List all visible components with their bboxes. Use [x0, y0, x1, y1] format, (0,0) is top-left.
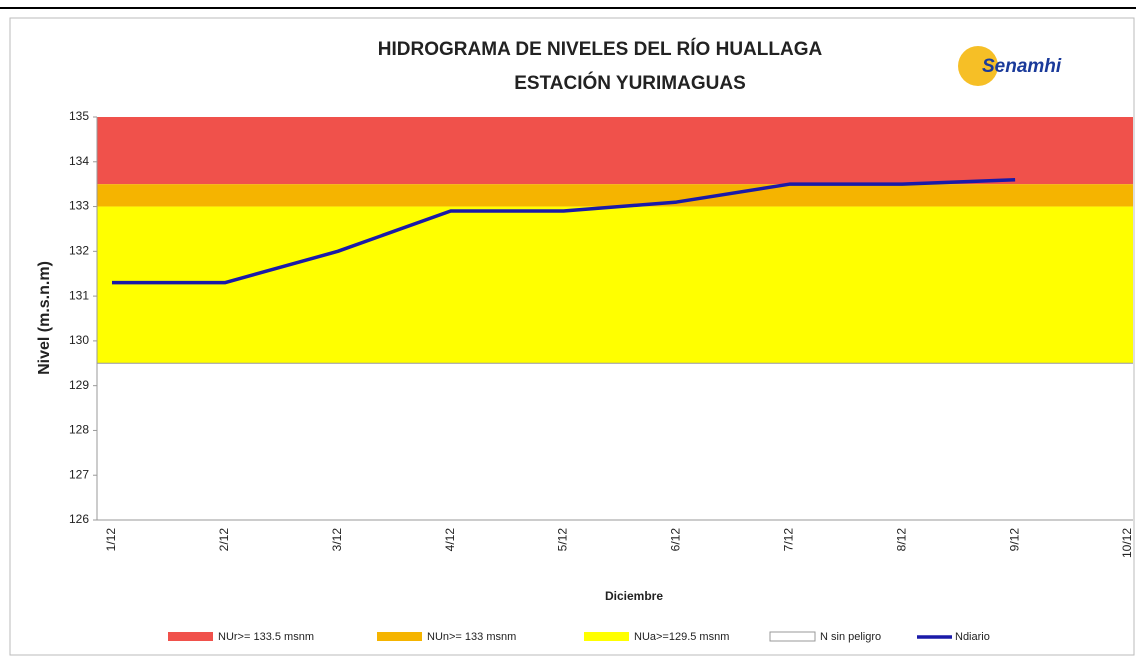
logo-sun [958, 46, 998, 86]
y-axis-label: Nivel (m.s.n.m) [36, 261, 53, 375]
x-tick-label: 2/12 [217, 528, 231, 552]
threshold-band [97, 363, 1133, 520]
chart-title: HIDROGRAMA DE NIVELES DEL RÍO HUALLAGA [378, 38, 823, 60]
x-tick-label: 4/12 [443, 528, 457, 552]
x-tick-label: 10/12 [1120, 528, 1134, 558]
threshold-band [97, 117, 1133, 185]
legend-swatch [584, 632, 629, 641]
legend-swatch [769, 631, 816, 642]
y-tick-label: 133 [69, 199, 89, 213]
x-tick-label: 1/12 [104, 528, 118, 552]
logo-text: Senamhi [982, 56, 1062, 77]
y-tick-label: 132 [69, 244, 89, 258]
y-tick-label: 130 [69, 333, 89, 347]
y-tick-label: 126 [69, 512, 89, 526]
legend-label: N sin peligro [820, 631, 881, 643]
legend-swatch [377, 632, 422, 641]
legend-swatch [168, 632, 213, 641]
x-tick-label: 7/12 [782, 528, 796, 552]
threshold-band [97, 184, 1133, 207]
chart-subtitle: ESTACIÓN YURIMAGUAS [514, 72, 746, 94]
y-tick-label: 128 [69, 423, 89, 437]
legend-label: NUn>= 133 msnm [427, 631, 516, 643]
y-tick-label: 129 [69, 378, 89, 392]
y-tick-label: 135 [69, 109, 89, 123]
x-tick-label: 9/12 [1007, 528, 1021, 552]
threshold-band [97, 206, 1133, 364]
x-tick-label: 6/12 [669, 528, 683, 552]
y-tick-label: 127 [69, 467, 89, 481]
y-tick-label: 131 [69, 288, 89, 302]
series-line [112, 177, 1016, 285]
legend-label: NUa>=129.5 msnm [634, 631, 729, 643]
y-tick-label: 134 [69, 154, 89, 168]
legend-label: NUr>= 133.5 msnm [218, 631, 314, 643]
x-tick-label: 8/12 [894, 528, 908, 552]
x-tick-label: 3/12 [330, 528, 344, 552]
logo: Senamhi [958, 46, 1062, 86]
x-tick-label: 5/12 [556, 528, 570, 552]
x-axis-label: Diciembre [605, 589, 663, 603]
legend-label: Ndiario [955, 631, 990, 643]
